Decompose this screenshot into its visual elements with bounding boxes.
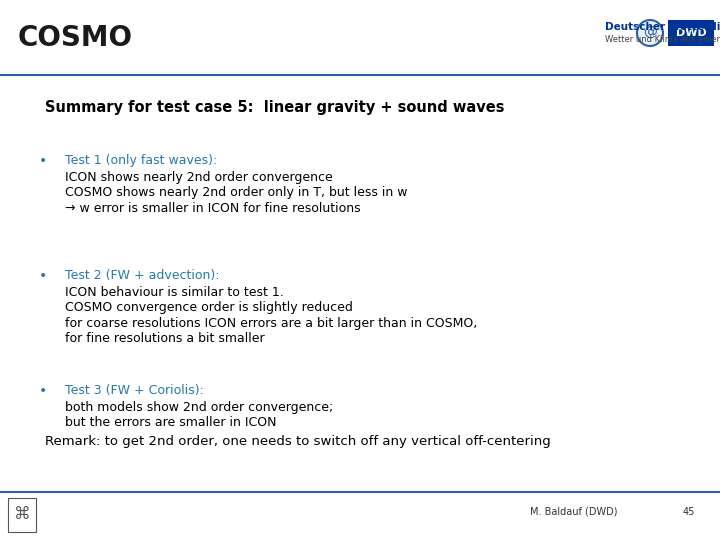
Text: ⌘: ⌘: [14, 505, 30, 523]
Text: → w error is smaller in ICON for fine resolutions: → w error is smaller in ICON for fine re…: [65, 201, 361, 214]
Text: Wetter und Klima aus einer Hand: Wetter und Klima aus einer Hand: [605, 35, 720, 44]
Text: for fine resolutions a bit smaller: for fine resolutions a bit smaller: [65, 332, 265, 345]
Text: 45: 45: [683, 507, 695, 517]
Text: COSMO shows nearly 2nd order only in T, but less in w: COSMO shows nearly 2nd order only in T, …: [65, 186, 408, 199]
Text: •: •: [39, 269, 47, 283]
Circle shape: [637, 20, 663, 46]
Text: Test 2 (FW + advection):: Test 2 (FW + advection):: [65, 269, 220, 282]
Text: COSMO: COSMO: [18, 24, 133, 52]
Text: both models show 2nd order convergence;: both models show 2nd order convergence;: [65, 401, 333, 414]
Text: Deutscher Wetterdienst: Deutscher Wetterdienst: [605, 22, 720, 32]
Text: M. Baldauf (DWD): M. Baldauf (DWD): [530, 507, 618, 517]
Text: Test 1 (only fast waves):: Test 1 (only fast waves):: [65, 154, 217, 167]
Text: Remark: to get 2nd order, one needs to switch off any vertical off-centering: Remark: to get 2nd order, one needs to s…: [45, 435, 551, 448]
Text: DWD: DWD: [675, 28, 706, 38]
Text: ICON shows nearly 2nd order convergence: ICON shows nearly 2nd order convergence: [65, 171, 333, 184]
FancyBboxPatch shape: [668, 20, 714, 46]
Text: ICON behaviour is similar to test 1.: ICON behaviour is similar to test 1.: [65, 286, 284, 299]
Text: Summary for test case 5:  linear gravity + sound waves: Summary for test case 5: linear gravity …: [45, 100, 505, 115]
Text: for coarse resolutions ICON errors are a bit larger than in COSMO,: for coarse resolutions ICON errors are a…: [65, 316, 477, 329]
Text: @: @: [643, 26, 657, 40]
Text: COSMO convergence order is slightly reduced: COSMO convergence order is slightly redu…: [65, 301, 353, 314]
Text: •: •: [39, 154, 47, 168]
Text: Test 3 (FW + Coriolis):: Test 3 (FW + Coriolis):: [65, 384, 204, 397]
Text: •: •: [39, 384, 47, 398]
Text: but the errors are smaller in ICON: but the errors are smaller in ICON: [65, 416, 276, 429]
